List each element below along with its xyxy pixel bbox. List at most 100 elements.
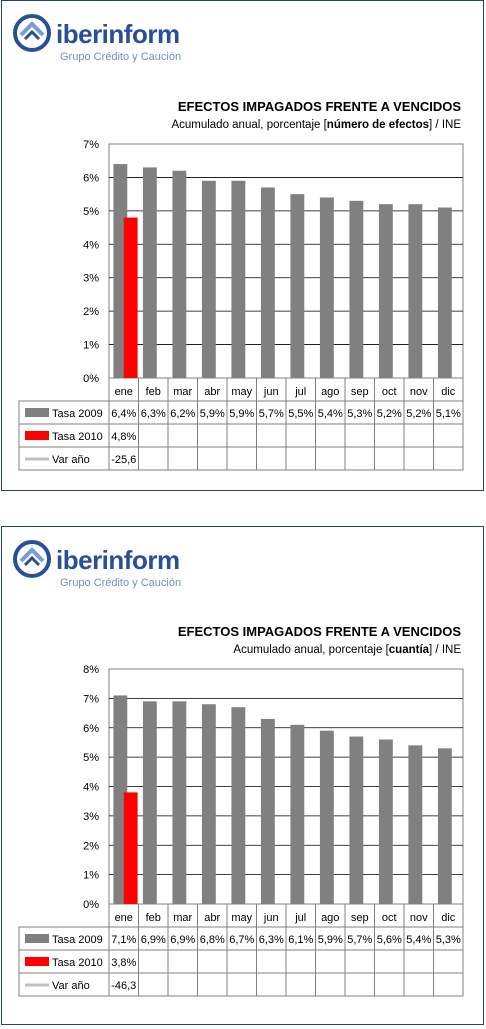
table-cell-value: 5,6% — [377, 934, 402, 946]
y-tick-label: 1% — [83, 870, 99, 882]
x-tick-label: ene — [115, 912, 133, 924]
table-cell-value: 5,2% — [377, 408, 402, 420]
table-cell-value: 5,1% — [436, 408, 461, 420]
legend-key-tasa-2010 — [25, 431, 49, 440]
x-tick-label: jun — [263, 912, 279, 924]
x-tick-label: dic — [441, 912, 456, 924]
table-cell-value: -46,3 — [111, 980, 136, 992]
x-tick-label: oct — [382, 386, 397, 398]
bar-tasa-2009 — [231, 180, 246, 378]
table-cell-value: 6,9% — [170, 934, 195, 946]
table-cell-value: 6,3% — [259, 934, 284, 946]
chart-subtitle: Acumulado anual, porcentaje [número de e… — [171, 119, 461, 131]
x-tick-label: sep — [351, 386, 369, 398]
table-cell-value: 5,2% — [406, 408, 431, 420]
bar-tasa-2009 — [201, 180, 216, 378]
y-tick-label: 0% — [83, 373, 99, 385]
iberinform-logo: iberinform Grupo Crédito y Caución — [12, 13, 212, 73]
bar-tasa-2009 — [378, 204, 393, 378]
chart-panel-1: iberinform Grupo Crédito y Caución EFECT… — [1, 0, 484, 491]
table-cell-value: 5,9% — [229, 408, 254, 420]
x-tick-label: abr — [204, 386, 220, 398]
table-cell-value: 5,3% — [436, 934, 461, 946]
bar-tasa-2009 — [260, 187, 275, 378]
bar-tasa-2009 — [319, 730, 334, 904]
bar-tasa-2009 — [231, 707, 246, 904]
series-name: Tasa 2009 — [52, 408, 103, 420]
x-tick-label: abr — [204, 912, 220, 924]
x-tick-label: mar — [173, 386, 192, 398]
table-cell-value: 6,1% — [288, 934, 313, 946]
legend-key-tasa-2009 — [25, 408, 49, 417]
table-cell-value: 6,9% — [141, 934, 166, 946]
brand-name: iberinform — [56, 545, 180, 575]
table-cell-value: 6,8% — [200, 934, 225, 946]
bar-tasa-2009 — [319, 197, 334, 378]
x-tick-label: ene — [115, 386, 133, 398]
chart-subtitle: Acumulado anual, porcentaje [cuantía] / … — [233, 644, 461, 656]
bar-tasa-2010 — [123, 792, 138, 904]
table-cell-value: 5,3% — [347, 408, 372, 420]
bar-tasa-2009 — [437, 207, 452, 378]
table-cell-value: 4,8% — [111, 431, 136, 443]
bar-tasa-2010 — [123, 217, 138, 378]
x-tick-label: feb — [146, 386, 161, 398]
brand-name: iberinform — [56, 19, 180, 49]
x-tick-label: ago — [321, 386, 339, 398]
y-tick-label: 3% — [83, 273, 99, 285]
table-cell-value: 6,7% — [229, 934, 254, 946]
bar-tasa-2009 — [408, 745, 423, 904]
legend-key-tasa-2010 — [25, 957, 49, 966]
series-name: Var año — [52, 980, 90, 992]
x-tick-label: nov — [410, 386, 428, 398]
x-tick-label: jul — [294, 912, 306, 924]
bar-tasa-2009 — [290, 724, 305, 904]
bar-tasa-2009 — [172, 701, 187, 904]
table-cell-value: 5,9% — [200, 408, 225, 420]
x-tick-label: jun — [263, 386, 279, 398]
y-tick-label: 6% — [83, 172, 99, 184]
bar-tasa-2009 — [201, 704, 216, 904]
x-tick-label: nov — [410, 912, 428, 924]
series-name: Tasa 2009 — [52, 934, 103, 946]
x-tick-label: ago — [321, 912, 339, 924]
table-cell-value: 6,3% — [141, 408, 166, 420]
table-cell-value: 7,1% — [111, 934, 136, 946]
bar-chart: 0% 1% 2% 3% 4% 5% 6% 7% 8% ene feb mar abr may jun jul a… — [18, 664, 464, 997]
bar-tasa-2009 — [172, 170, 187, 378]
x-tick-label: may — [231, 386, 252, 398]
y-tick-label: 4% — [83, 782, 99, 794]
y-tick-label: 5% — [83, 206, 99, 218]
table-cell-value: 6,4% — [111, 408, 136, 420]
table-cell-value: 5,7% — [347, 934, 372, 946]
x-tick-label: jul — [294, 386, 306, 398]
table-cell-value: 5,4% — [406, 934, 431, 946]
y-tick-label: 6% — [83, 723, 99, 735]
chart-title: EFECTOS IMPAGADOS FRENTE A VENCIDOS — [177, 624, 461, 639]
bar-tasa-2009 — [437, 748, 452, 904]
plot-area — [108, 143, 464, 379]
table-cell-value: 5,4% — [318, 408, 343, 420]
table-cell-value: 5,7% — [259, 408, 284, 420]
logo-icon — [13, 14, 51, 52]
x-tick-label: dic — [441, 386, 456, 398]
bar-tasa-2009 — [142, 701, 157, 904]
bar-tasa-2009 — [260, 718, 275, 904]
bar-tasa-2009 — [349, 736, 364, 904]
logo-icon — [13, 540, 51, 578]
series-name: Tasa 2010 — [52, 957, 103, 969]
x-tick-label: sep — [351, 912, 369, 924]
y-tick-label: 1% — [83, 340, 99, 352]
table-cell-value: 6,2% — [170, 408, 195, 420]
y-tick-label: 3% — [83, 811, 99, 823]
brand-tagline: Grupo Crédito y Caución — [60, 577, 182, 589]
table-cell-value: 3,8% — [111, 957, 136, 969]
y-tick-label: 0% — [83, 899, 99, 911]
x-tick-label: oct — [382, 912, 397, 924]
bar-tasa-2009 — [349, 200, 364, 378]
chart-title: EFECTOS IMPAGADOS FRENTE A VENCIDOS — [177, 99, 461, 114]
bar-chart: 0% 1% 2% 3% 4% 5% 6% 7% ene feb mar abr may jun jul ago… — [18, 139, 464, 471]
table-cell-value: 5,9% — [318, 934, 343, 946]
bar-tasa-2009 — [408, 204, 423, 378]
x-tick-label: may — [231, 912, 252, 924]
